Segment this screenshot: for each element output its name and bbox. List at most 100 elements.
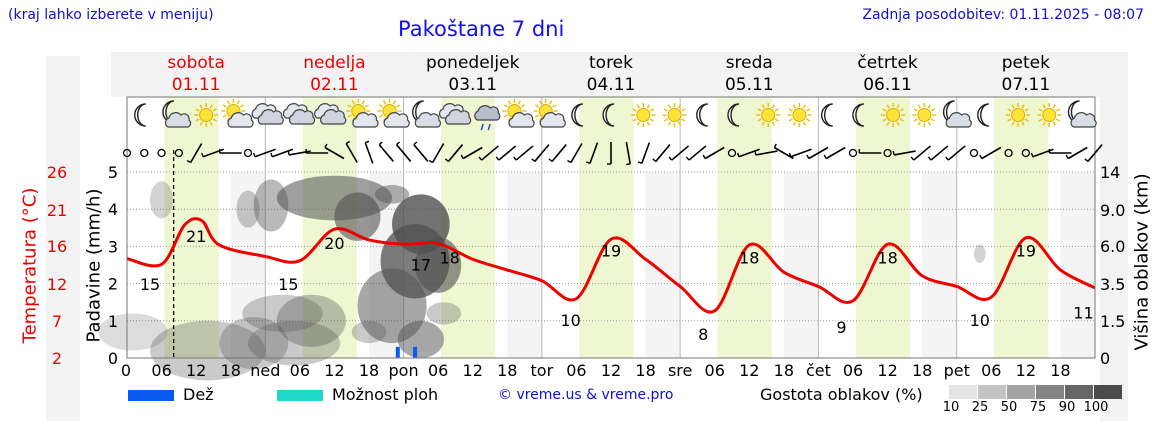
- temperature-tick: 16: [47, 237, 67, 256]
- wind-barb-icon: [395, 141, 412, 162]
- copyright-link[interactable]: © vreme.us & vreme.pro: [498, 387, 674, 403]
- temperature-label: 18: [877, 249, 897, 268]
- daylight-band: [717, 97, 772, 358]
- calm-wind-icon: [1004, 148, 1013, 158]
- day-name: četrtek: [857, 53, 918, 73]
- x-tick-label: 06: [428, 361, 448, 380]
- x-tick-label: 06: [843, 361, 863, 380]
- moon-icon: [821, 103, 833, 127]
- precipitation-tick: 3: [108, 237, 118, 256]
- wind-barb-icon: [754, 150, 778, 156]
- wind-barb-icon: [270, 148, 294, 158]
- calm-wind-icon: [140, 148, 149, 158]
- cloud-cover-shape: [276, 294, 346, 347]
- temperature-label: 10: [560, 311, 580, 330]
- wind-barb-icon: [478, 145, 499, 161]
- cloud-cover-shape: [426, 302, 462, 325]
- temperature-label: 9: [836, 318, 846, 337]
- x-tick-label: 18: [635, 361, 655, 380]
- x-tick-label: 18: [912, 361, 932, 380]
- density-label: 90: [1058, 400, 1076, 415]
- wind-barb-icon: [305, 149, 329, 154]
- cloud-height-tick: 9.0: [1100, 201, 1125, 220]
- wind-barb-icon: [378, 141, 394, 162]
- night-band: [783, 172, 819, 358]
- cloud-cover-shape: [415, 237, 462, 293]
- wind-barb-icon: [945, 145, 966, 161]
- density-label: 50: [1000, 400, 1018, 415]
- moon-cloud-icon: [162, 100, 192, 128]
- wind-barb-icon: [428, 143, 445, 164]
- wind-barb-icon: [892, 150, 916, 156]
- x-tick-label: 18: [774, 361, 794, 380]
- temperature-tick: 26: [47, 163, 67, 182]
- x-tick-label: 18: [1050, 361, 1070, 380]
- temperature-label: 19: [1016, 241, 1036, 260]
- wind-barb-icon: [585, 142, 599, 164]
- location-hint[interactable]: (kraj lahko izberete v meniju): [8, 7, 214, 23]
- day-date: 03.11: [448, 75, 497, 95]
- temperature-label: 15: [140, 275, 160, 294]
- cloud-icon: [314, 103, 347, 125]
- calm-wind-icon: [157, 148, 166, 158]
- day-name: ponedeljek: [426, 53, 520, 73]
- temperature-label: 19: [601, 241, 621, 260]
- day-header-band: [111, 52, 1128, 97]
- day-name: torek: [589, 53, 633, 73]
- wind-barb-icon: [513, 145, 534, 161]
- temperature-label: 8: [698, 325, 708, 344]
- temperature-label: 11: [1073, 304, 1093, 323]
- wind-barb-icon: [625, 142, 631, 166]
- temperature-label: 20: [324, 234, 344, 253]
- x-tick-label: 18: [359, 361, 379, 380]
- x-tick-label: tor: [531, 361, 554, 380]
- x-tick-label: 12: [463, 361, 483, 380]
- x-tick-label: 12: [1016, 361, 1036, 380]
- wind-barb-icon: [567, 143, 583, 164]
- daylight-band: [855, 97, 911, 358]
- x-tick-label: 12: [601, 361, 621, 380]
- rain-bar: [395, 346, 400, 358]
- night-band: [230, 172, 266, 358]
- x-tick-label: 06: [981, 361, 1001, 380]
- wind-barb-icon: [979, 146, 1002, 160]
- wind-barb-icon: [652, 144, 671, 162]
- cloud-height-tick: 6.0: [1100, 237, 1125, 256]
- temperature-label: 18: [739, 249, 759, 268]
- wind-barb-icon: [345, 140, 358, 163]
- cloud-height-tick: 0: [1100, 349, 1110, 368]
- rain-legend-label: Dež: [183, 385, 214, 404]
- night-band: [1060, 172, 1095, 358]
- day-date: 06.11: [863, 75, 912, 95]
- cloud-cover-shape: [974, 244, 986, 264]
- wind-barb-icon: [637, 142, 651, 164]
- sun-icon: [662, 103, 687, 127]
- calm-wind-icon: [883, 148, 892, 158]
- density-label: 10: [942, 400, 960, 415]
- wind-barb-icon: [413, 141, 429, 162]
- sun-cloud-icon: [377, 99, 410, 128]
- x-tick-label: 12: [186, 361, 206, 380]
- temperature-tick: 2: [52, 349, 62, 368]
- calm-wind-icon: [1021, 148, 1031, 158]
- density-swatch: [949, 385, 977, 399]
- precipitation-tick: 5: [108, 163, 118, 182]
- cloud-height-axis-band: [1100, 56, 1128, 421]
- day-name: petek: [1002, 53, 1050, 73]
- wind-barb-icon: [702, 146, 725, 160]
- cloud-cover-shape: [150, 181, 174, 219]
- sun-cloud-icon: [533, 99, 566, 128]
- last-updated: Zadnja posodobitev: 01.11.2025 - 08:07: [862, 7, 1144, 23]
- precipitation-tick: 1: [108, 312, 118, 331]
- moon-icon: [977, 103, 989, 127]
- wind-barb-icon: [287, 150, 311, 156]
- wind-barb-icon: [788, 148, 812, 158]
- plot-frame: [126, 96, 1096, 359]
- rain-legend-swatch: [128, 390, 174, 401]
- daylight-band: [441, 97, 496, 358]
- temperature-label: 15: [278, 275, 298, 294]
- calm-wind-icon: [243, 148, 253, 158]
- temperature-tick: 7: [52, 312, 62, 331]
- sun-cloud-icon: [221, 99, 254, 128]
